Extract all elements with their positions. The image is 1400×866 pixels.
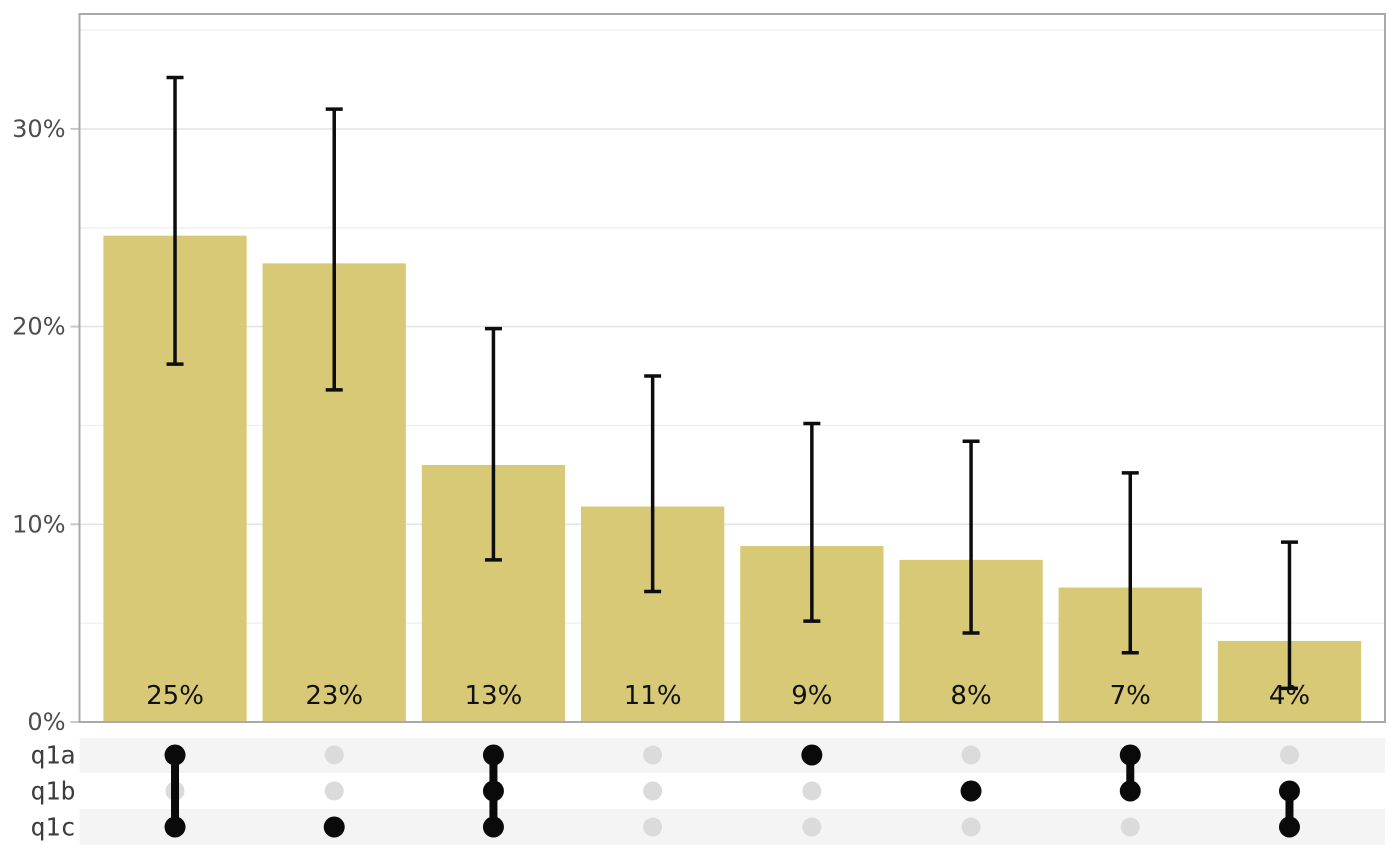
y-tick-label: 10% [12, 510, 65, 538]
matrix-row-stripe [79, 738, 1385, 773]
membership-dot-active [801, 744, 823, 766]
membership-dot-active [1119, 744, 1141, 766]
membership-dot-active [482, 744, 504, 766]
bar-value-label: 13% [465, 681, 523, 711]
y-tick-label: 20% [12, 313, 65, 341]
membership-dot-inactive [961, 745, 981, 765]
bar-value-label: 23% [305, 681, 363, 711]
matrix-row-stripe [79, 809, 1385, 845]
membership-dot-active [1278, 780, 1300, 802]
bar-value-label: 7% [1110, 681, 1151, 711]
membership-dot-inactive [643, 817, 663, 837]
membership-dot-active [482, 816, 504, 838]
membership-dot-inactive [802, 781, 822, 801]
membership-dot-inactive [324, 745, 344, 765]
membership-dot-active [164, 816, 186, 838]
bar-value-label: 9% [791, 681, 832, 711]
bar-value-label: 25% [146, 681, 204, 711]
membership-dot-inactive [802, 817, 822, 837]
membership-dot-inactive [643, 745, 663, 765]
membership-dot-inactive [324, 781, 344, 801]
membership-dot-active [1119, 780, 1141, 802]
membership-dot-active [323, 816, 345, 838]
bar-value-label: 4% [1269, 681, 1310, 711]
bar-value-label: 11% [624, 681, 682, 711]
membership-dot-active [482, 780, 504, 802]
matrix-row-label: q1c [30, 813, 75, 842]
membership-dot-inactive [1120, 817, 1140, 837]
membership-dot-active [164, 744, 186, 766]
membership-dot-active [1278, 816, 1300, 838]
panel-border [78, 13, 1386, 723]
matrix-row-label: q1a [30, 741, 75, 770]
y-tick-label: 0% [27, 708, 65, 736]
membership-dot-inactive [961, 817, 981, 837]
matrix-row-label: q1b [30, 777, 75, 806]
membership-dot-inactive [1279, 745, 1299, 765]
bar-value-label: 8% [950, 681, 991, 711]
y-tick-label: 30% [12, 115, 65, 143]
membership-dot-active [960, 780, 982, 802]
membership-dot-inactive [643, 781, 663, 801]
